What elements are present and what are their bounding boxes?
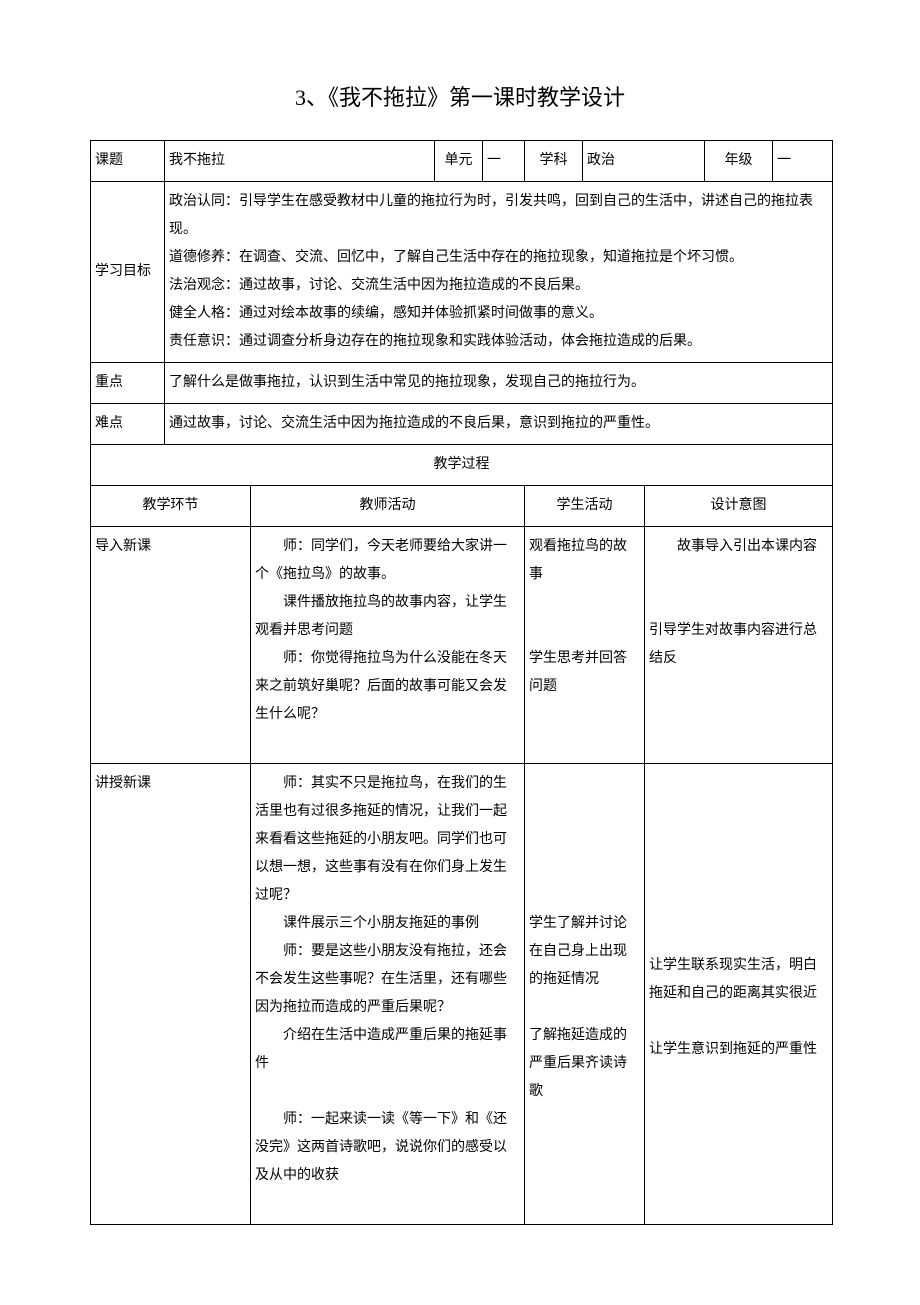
- value-topic: 我不拖拉: [165, 141, 435, 182]
- student-line: 观看拖拉鸟的故事: [529, 533, 640, 589]
- value-grade: 一: [773, 141, 833, 182]
- student-line: 学生了解并讨论在自己身上出现的拖延情况: [529, 910, 640, 994]
- intent-line: 引导学生对故事内容进行总结反: [649, 617, 828, 673]
- intent-line: 让学生联系现实生活，明白拖延和自己的距离其实很近: [649, 952, 828, 1008]
- teacher-line: 课件展示三个小朋友拖延的事例: [255, 910, 520, 938]
- teacher-line: 介绍在生活中造成严重后果的拖延事件: [255, 1022, 520, 1078]
- table-row: 导入新课 师：同学们，今天老师要给大家讲一个《拖拉鸟》的故事。 课件播放拖拉鸟的…: [91, 527, 833, 764]
- table-row: 讲授新课 师：其实不只是拖拉鸟，在我们的生活里也有过很多拖延的情况，让我们一起来…: [91, 764, 833, 1225]
- process-title: 教学过程: [91, 445, 833, 486]
- intent-cell: 故事导入引出本课内容 引导学生对故事内容进行总结反: [645, 527, 833, 764]
- teacher-line: 师：其实不只是拖拉鸟，在我们的生活里也有过很多拖延的情况，让我们一起来看看这些拖…: [255, 770, 520, 910]
- goal-item: 健全人格：通过对绘本故事的续编，感知并体验抓紧时间做事的意义。: [169, 300, 828, 328]
- student-cell: 观看拖拉鸟的故事 学生思考并回答问题: [525, 527, 645, 764]
- intent-line: 故事导入引出本课内容: [649, 533, 828, 561]
- teacher-cell: 师：其实不只是拖拉鸟，在我们的生活里也有过很多拖延的情况，让我们一起来看看这些拖…: [251, 764, 525, 1225]
- teacher-line: 师：同学们，今天老师要给大家讲一个《拖拉鸟》的故事。: [255, 533, 520, 589]
- lesson-plan-table: 课题 我不拖拉 单元 一 学科 政治 年级 一 学习目标 政治认同：引导学生在感…: [90, 140, 833, 1225]
- table-row-keypoint: 重点 了解什么是做事拖拉，认识到生活中常见的拖拉现象，发现自己的拖拉行为。: [91, 363, 833, 404]
- col-intent: 设计意图: [645, 486, 833, 527]
- goal-item: 政治认同：引导学生在感受教材中儿童的拖拉行为时，引发共鸣，回到自己的生活中，讲述…: [169, 188, 828, 244]
- goal-item: 道德修养：在调查、交流、回忆中，了解自己生活中存在的拖拉现象，知道拖拉是个坏习惯…: [169, 244, 828, 272]
- table-row-process-title: 教学过程: [91, 445, 833, 486]
- label-keypoint: 重点: [91, 363, 165, 404]
- value-difficulty: 通过故事，讨论、交流生活中因为拖拉造成的不良后果，意识到拖拉的严重性。: [165, 404, 833, 445]
- value-goals: 政治认同：引导学生在感受教材中儿童的拖拉行为时，引发共鸣，回到自己的生活中，讲述…: [165, 182, 833, 363]
- student-line: 了解拖延造成的严重后果齐读诗歌: [529, 1022, 640, 1106]
- value-subject: 政治: [583, 141, 705, 182]
- col-teacher: 教师活动: [251, 486, 525, 527]
- label-subject: 学科: [525, 141, 583, 182]
- intent-line: 让学生意识到拖延的严重性: [649, 1036, 828, 1064]
- label-unit: 单元: [435, 141, 483, 182]
- teacher-cell: 师：同学们，今天老师要给大家讲一个《拖拉鸟》的故事。 课件播放拖拉鸟的故事内容，…: [251, 527, 525, 764]
- goal-item: 法治观念：通过故事，讨论、交流生活中因为拖拉造成的不良后果。: [169, 272, 828, 300]
- label-topic: 课题: [91, 141, 165, 182]
- student-line: 学生思考并回答问题: [529, 645, 640, 701]
- student-cell: 学生了解并讨论在自己身上出现的拖延情况 了解拖延造成的严重后果齐读诗歌: [525, 764, 645, 1225]
- teacher-line: 师：你觉得拖拉鸟为什么没能在冬天来之前筑好巢呢？后面的故事可能又会发生什么呢？: [255, 645, 520, 729]
- label-goals: 学习目标: [91, 182, 165, 363]
- table-row-goals: 学习目标 政治认同：引导学生在感受教材中儿童的拖拉行为时，引发共鸣，回到自己的生…: [91, 182, 833, 363]
- table-row-difficulty: 难点 通过故事，讨论、交流生活中因为拖拉造成的不良后果，意识到拖拉的严重性。: [91, 404, 833, 445]
- teacher-line: 师：要是这些小朋友没有拖拉，还会不会发生这些事呢？在生活里，还有哪些因为拖拉而造…: [255, 938, 520, 1022]
- stage-cell: 讲授新课: [91, 764, 251, 1225]
- goal-item: 责任意识：通过调查分析身边存在的拖拉现象和实践体验活动，体会拖拉造成的后果。: [169, 328, 828, 356]
- table-row-header: 课题 我不拖拉 单元 一 学科 政治 年级 一: [91, 141, 833, 182]
- label-grade: 年级: [705, 141, 773, 182]
- value-keypoint: 了解什么是做事拖拉，认识到生活中常见的拖拉现象，发现自己的拖拉行为。: [165, 363, 833, 404]
- page-title: 3、《我不拖拉》第一课时教学设计: [90, 80, 830, 112]
- intent-cell: 让学生联系现实生活，明白拖延和自己的距离其实很近 让学生意识到拖延的严重性: [645, 764, 833, 1225]
- teacher-line: 师：一起来读一读《等一下》和《还没完》这两首诗歌吧，说说你们的感受以及从中的收获: [255, 1106, 520, 1190]
- col-student: 学生活动: [525, 486, 645, 527]
- table-row-process-header: 教学环节 教师活动 学生活动 设计意图: [91, 486, 833, 527]
- col-stage: 教学环节: [91, 486, 251, 527]
- value-unit: 一: [483, 141, 525, 182]
- teacher-line: 课件播放拖拉鸟的故事内容，让学生观看并思考问题: [255, 589, 520, 645]
- label-difficulty: 难点: [91, 404, 165, 445]
- stage-cell: 导入新课: [91, 527, 251, 764]
